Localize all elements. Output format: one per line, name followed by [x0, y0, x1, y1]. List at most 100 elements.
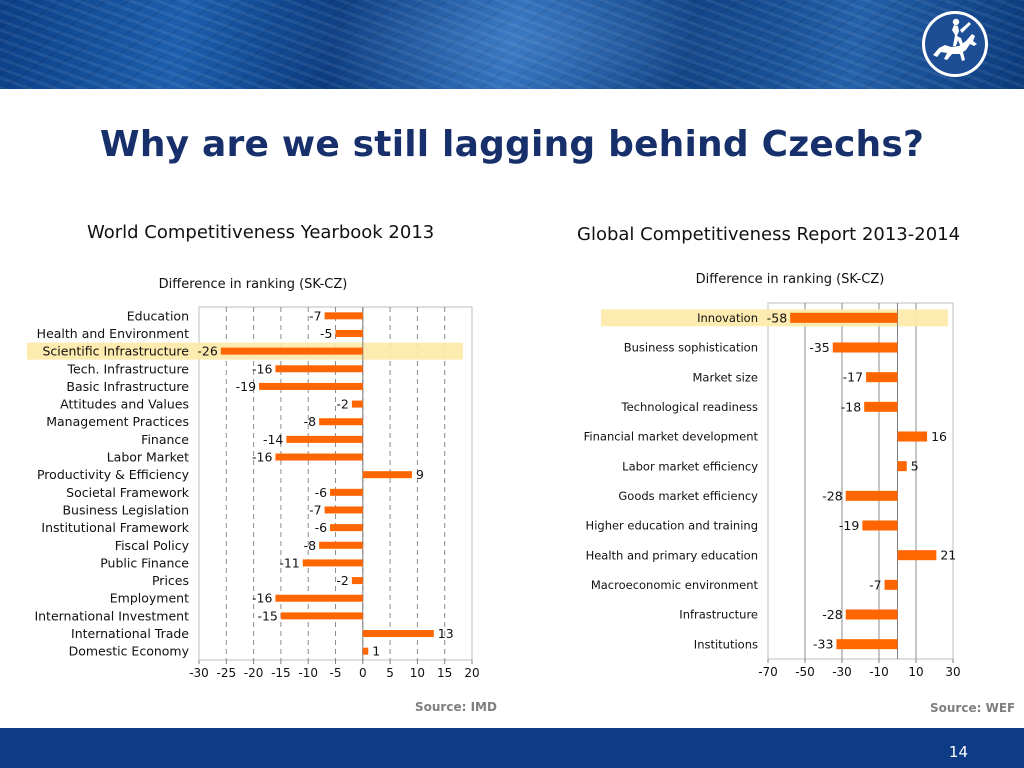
bar: [362, 630, 434, 638]
value-label: -8: [304, 414, 317, 429]
bar: [897, 550, 937, 561]
value-label: -8: [304, 538, 317, 553]
bar: [866, 372, 898, 383]
bar: [351, 400, 363, 408]
value-label: -2: [336, 397, 348, 412]
category-label: Scientific Infrastructure: [42, 344, 189, 359]
category-label: Productivity & Efficiency: [37, 467, 190, 482]
bar: [286, 435, 363, 443]
x-tick-label: -5: [330, 666, 342, 680]
value-label: -6: [315, 485, 328, 500]
x-tick-label: -10: [298, 666, 318, 680]
value-label: 5: [911, 459, 919, 474]
category-label: Labor Market: [107, 450, 189, 465]
value-label: -19: [236, 379, 256, 394]
value-label: 9: [416, 467, 424, 482]
value-label: -6: [315, 520, 328, 535]
x-tick-label: -25: [216, 666, 236, 680]
banner-glow: [260, 0, 780, 89]
category-label: Innovation: [697, 311, 758, 325]
chart-title: Difference in ranking (SK-CZ): [696, 272, 885, 287]
category-label: Employment: [110, 591, 189, 606]
bar: [836, 639, 898, 650]
value-label: -16: [252, 450, 272, 465]
category-label: International Trade: [71, 626, 189, 641]
category-label: Institutional Framework: [41, 520, 189, 535]
bar: [275, 594, 363, 602]
x-tick-label: 0: [359, 666, 367, 680]
bar: [220, 347, 363, 355]
right-chart-heading: Global Competitiveness Report 2013-2014: [577, 224, 961, 245]
value-label: 21: [940, 548, 956, 563]
banner-texture: [0, 0, 1024, 89]
category-label: Finance: [141, 432, 189, 447]
bar: [790, 312, 898, 323]
horse-rider-logo-icon: [922, 11, 988, 77]
slide-title: Why are we still lagging behind Czechs?: [99, 124, 925, 165]
category-label: Basic Infrastructure: [66, 379, 189, 394]
value-label: 1: [372, 644, 380, 659]
category-label: Tech. Infrastructure: [67, 361, 190, 376]
bar: [845, 609, 898, 620]
bar: [280, 612, 363, 620]
chart-title: Difference in ranking (SK-CZ): [159, 277, 348, 292]
value-label: -19: [839, 518, 859, 533]
category-label: Business Legislation: [62, 502, 189, 517]
x-tick-label: 5: [386, 666, 394, 680]
value-label: -7: [309, 308, 321, 323]
value-label: 16: [931, 429, 947, 444]
value-label: -26: [197, 344, 217, 359]
bar: [897, 461, 907, 472]
bar: [324, 506, 363, 514]
value-label: -35: [809, 340, 829, 355]
x-tick-label: 30: [945, 665, 960, 679]
category-label: Business sophistication: [624, 341, 758, 355]
bar: [884, 579, 898, 590]
category-label: Macroeconomic environment: [591, 578, 759, 592]
category-label: Attitudes and Values: [60, 397, 189, 412]
header-banner: [0, 0, 1024, 89]
x-tick-label: -20: [244, 666, 264, 680]
bar: [864, 401, 898, 412]
category-label: Domestic Economy: [69, 644, 190, 659]
bar: [845, 490, 898, 501]
bar: [897, 431, 928, 442]
x-tick-label: -30: [832, 665, 852, 679]
left-source-label: Source: IMD: [415, 700, 497, 714]
x-tick-label: -70: [758, 665, 778, 679]
category-label: Public Finance: [100, 555, 189, 570]
value-label: -28: [822, 488, 842, 503]
bar: [351, 577, 363, 585]
bar: [330, 488, 363, 496]
category-label: Technological readiness: [621, 400, 758, 414]
left-chart-heading: World Competitiveness Yearbook 2013: [87, 222, 435, 243]
x-tick-label: -50: [795, 665, 815, 679]
category-label: International Investment: [34, 608, 189, 623]
category-label: Education: [127, 308, 189, 323]
category-label: Labor market efficiency: [622, 459, 758, 473]
value-label: -58: [767, 310, 787, 325]
category-label: Management Practices: [46, 414, 189, 429]
category-label: Health and Environment: [37, 326, 189, 341]
value-label: -33: [813, 637, 833, 652]
bar: [275, 453, 363, 461]
bar: [335, 329, 363, 337]
x-tick-label: 10: [908, 665, 923, 679]
x-tick-label: -10: [869, 665, 889, 679]
value-label: -5: [320, 326, 332, 341]
bar: [259, 382, 363, 390]
bar: [862, 520, 898, 531]
category-label: Health and primary education: [586, 548, 758, 562]
value-label: -16: [252, 591, 272, 606]
bar: [362, 647, 369, 655]
category-label: Financial market development: [584, 430, 759, 444]
category-label: Market size: [693, 370, 759, 384]
x-tick-label: 10: [410, 666, 425, 680]
right-source-label: Source: WEF: [930, 701, 1016, 715]
value-label: -15: [257, 608, 277, 623]
bar: [275, 365, 363, 373]
value-label: 13: [438, 626, 454, 641]
value-label: -2: [336, 573, 348, 588]
